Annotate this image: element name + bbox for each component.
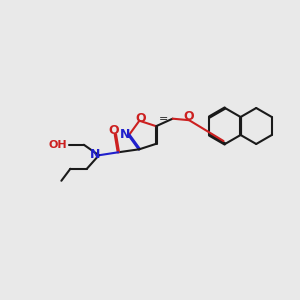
Text: O: O <box>184 110 194 123</box>
Text: OH: OH <box>48 140 67 150</box>
Text: =: = <box>159 115 168 124</box>
Text: N: N <box>120 128 130 142</box>
Text: N: N <box>90 148 101 161</box>
Text: O: O <box>109 124 119 137</box>
Text: O: O <box>136 112 146 125</box>
